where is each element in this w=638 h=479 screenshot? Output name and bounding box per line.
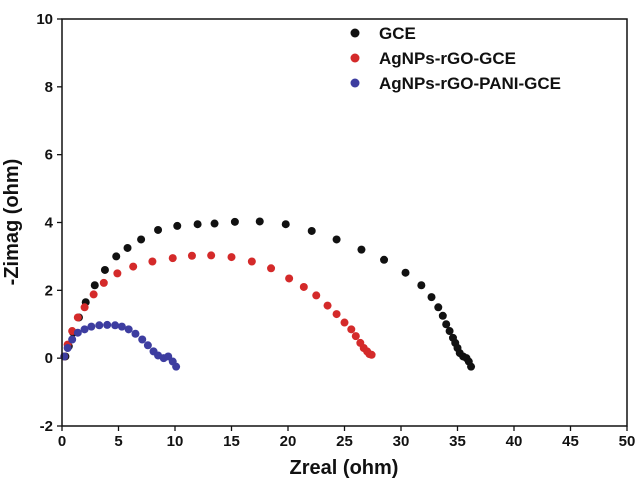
- data-point: [73, 313, 82, 322]
- data-point: [267, 264, 276, 273]
- data-point: [148, 257, 157, 266]
- data-point: [247, 257, 256, 266]
- data-point: [90, 281, 99, 290]
- plot-frame: [61, 18, 628, 427]
- data-point: [367, 350, 376, 359]
- data-point: [123, 243, 132, 252]
- x-tick-label: 0: [58, 433, 66, 450]
- data-point: [137, 235, 146, 244]
- data-point: [89, 290, 98, 299]
- data-point: [117, 322, 126, 331]
- data-point: [173, 221, 182, 230]
- data-point: [80, 303, 89, 312]
- data-point: [68, 335, 77, 344]
- data-point: [347, 325, 356, 334]
- data-point: [351, 332, 360, 341]
- data-point: [380, 255, 389, 264]
- data-point: [417, 281, 426, 290]
- legend: GCE AgNPs-rGO-GCE AgNPs-rGO-PANI-GCE: [350, 24, 561, 93]
- data-point: [255, 217, 264, 226]
- data-point: [299, 282, 308, 291]
- x-tick-label: 5: [114, 433, 122, 450]
- data-point: [154, 225, 163, 234]
- y-tick-label: 0: [45, 350, 53, 367]
- data-point: [63, 343, 72, 352]
- data-point: [332, 235, 341, 244]
- data-point: [467, 362, 476, 371]
- legend-marker: [350, 28, 360, 38]
- data-point: [111, 321, 120, 330]
- y-tick-label: 2: [45, 282, 53, 299]
- y-tick-label: 4: [45, 215, 54, 232]
- data-point: [307, 226, 316, 235]
- data-point: [357, 245, 366, 254]
- data-point: [193, 220, 202, 229]
- data-point: [80, 325, 89, 334]
- x-tick-label: 45: [562, 433, 579, 450]
- legend-marker: [350, 78, 360, 88]
- data-point: [323, 301, 332, 310]
- data-point: [129, 262, 138, 271]
- data-point: [434, 303, 443, 312]
- x-tick-label: 35: [449, 433, 466, 450]
- data-point: [143, 341, 152, 350]
- data-point: [332, 310, 341, 319]
- legend-marker: [350, 53, 360, 63]
- y-tick-label: 10: [36, 11, 53, 28]
- x-tick-label: 40: [506, 433, 523, 450]
- data-point: [442, 320, 451, 329]
- legend-label: GCE: [379, 24, 416, 43]
- data-point: [131, 329, 140, 338]
- data-point: [427, 293, 436, 302]
- y-tick-label: -2: [40, 418, 53, 435]
- data-point: [124, 325, 133, 334]
- data-point: [87, 322, 96, 331]
- y-tick-label: 6: [45, 147, 53, 164]
- x-axis-title: Zreal (ohm): [290, 457, 399, 479]
- data-point: [138, 335, 147, 344]
- data-point: [113, 269, 122, 278]
- data-point: [172, 362, 181, 371]
- data-point: [103, 320, 112, 329]
- data-point: [187, 251, 196, 260]
- x-tick-label: 50: [619, 433, 636, 450]
- x-tick-label: 20: [280, 433, 297, 450]
- y-tick-label: 8: [45, 79, 53, 96]
- data-point: [438, 311, 447, 320]
- x-tick-label: 10: [167, 433, 184, 450]
- data-point: [445, 327, 454, 336]
- x-tick-label: 25: [336, 433, 353, 450]
- data-point: [230, 217, 239, 226]
- data-point: [312, 291, 321, 300]
- data-point: [401, 268, 410, 277]
- data-point: [210, 219, 219, 228]
- data-point: [227, 253, 236, 262]
- data-point: [340, 318, 349, 327]
- x-tick-label: 30: [393, 433, 410, 450]
- data-point: [99, 278, 108, 287]
- data-point: [207, 251, 216, 260]
- data-point: [100, 265, 109, 274]
- x-tick-label: 15: [223, 433, 240, 450]
- data-point: [281, 220, 290, 229]
- legend-label: AgNPs-rGO-GCE: [379, 49, 516, 68]
- data-point: [112, 252, 121, 261]
- data-point: [95, 321, 104, 330]
- data-point: [73, 328, 82, 337]
- legend-label: AgNPs-rGO-PANI-GCE: [379, 74, 561, 93]
- data-point: [285, 274, 294, 283]
- data-point: [168, 254, 177, 263]
- y-axis-title: -Zimag (ohm): [1, 159, 23, 286]
